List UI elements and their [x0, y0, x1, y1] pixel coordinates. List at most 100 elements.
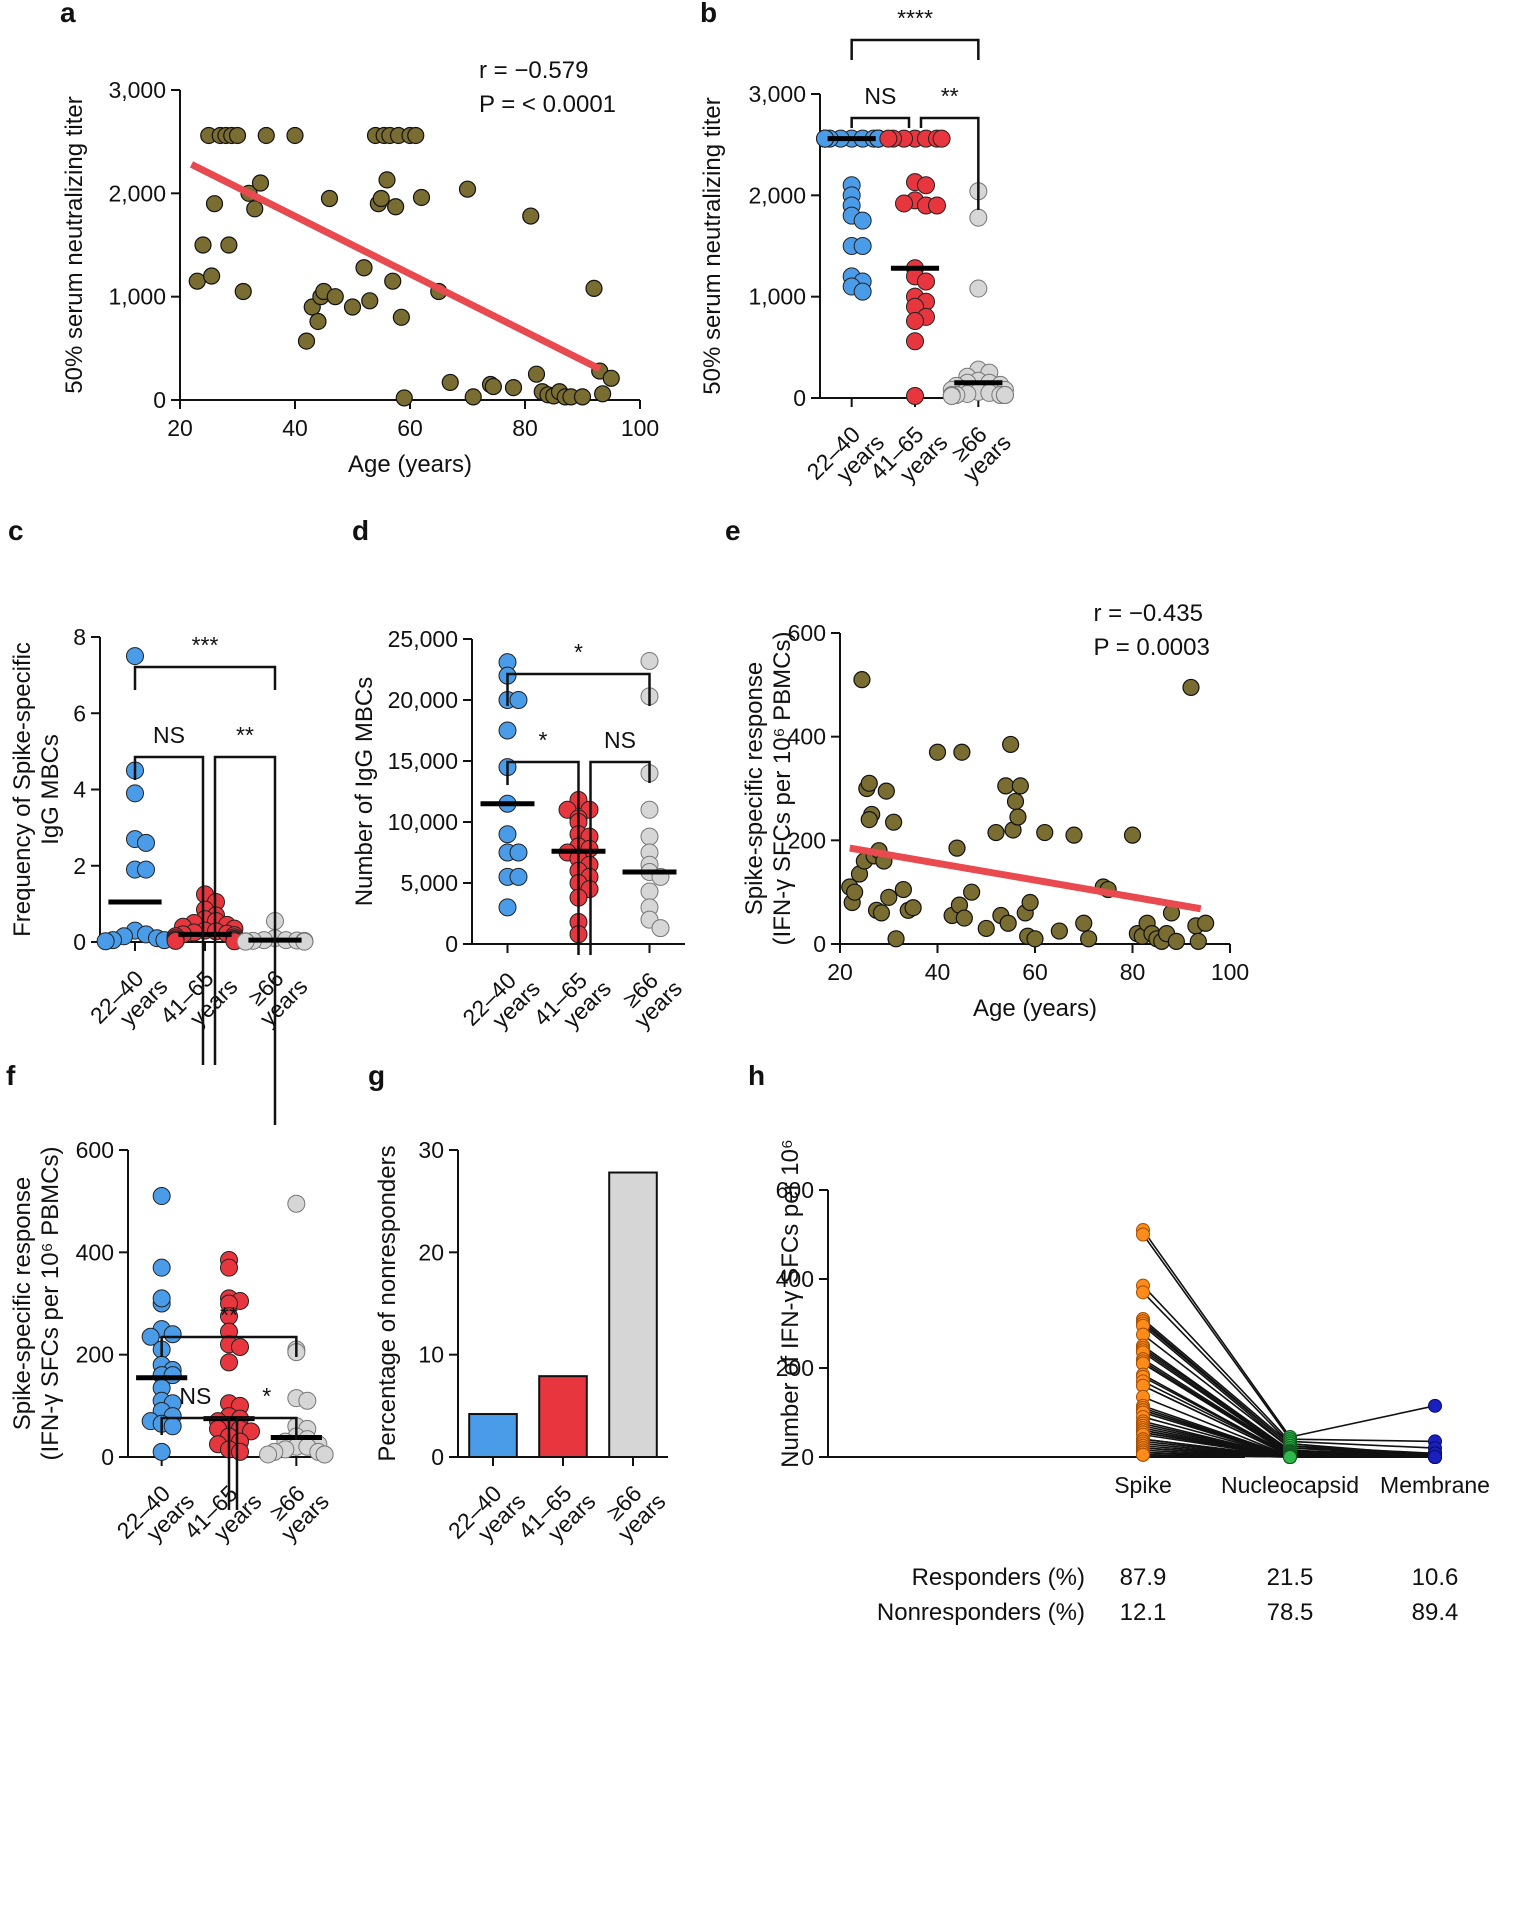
significance-bracket: [589, 760, 651, 955]
table-cell: 21.5: [1267, 1564, 1314, 1591]
data-point: [640, 827, 659, 846]
significance-bracket: [850, 116, 911, 128]
data-point: [141, 1327, 160, 1346]
y-axis-label: Number of IFN-γ SFCs per 10⁶: [777, 1139, 804, 1468]
data-point: [522, 207, 540, 225]
data-point: [458, 180, 477, 198]
data-point: [509, 843, 528, 862]
data-point: [484, 377, 502, 396]
bar: [538, 1375, 588, 1458]
data-point: [906, 311, 924, 330]
1-ytick-label: 1,000: [748, 284, 806, 310]
y-axis-label-line1: Frequency of Spike-specific: [9, 642, 36, 937]
y-axis-label-line2: (IFN-γ SFCs per 10⁶ PBMCs): [769, 632, 796, 946]
data-point: [853, 237, 872, 255]
data-point: [860, 810, 878, 829]
data-point: [846, 883, 864, 901]
significance-label: *: [539, 727, 548, 753]
p-value: P = 0.0003: [1094, 634, 1210, 661]
p-value: P = < 0.0001: [479, 91, 616, 118]
data-point: [1009, 808, 1027, 826]
category-label: Spike: [1114, 1472, 1172, 1498]
data-point: [879, 129, 898, 148]
2-ytick-label: 4: [73, 777, 86, 803]
4-ytick-label: 400: [788, 724, 826, 750]
data-point: [286, 126, 304, 145]
correlation-r: r = −0.579: [479, 57, 588, 84]
data-point: [1021, 893, 1039, 912]
y-axis-label-line1: Spike-specific response: [9, 1177, 36, 1430]
x-axis-label: Age (years): [973, 995, 1097, 1022]
data-point: [355, 259, 373, 277]
data-point: [220, 1353, 238, 1372]
y-axis-label-line1: Spike-specific response: [741, 662, 768, 915]
3-ytick-label: 15,000: [388, 748, 458, 774]
7-ytick-label: 200: [776, 1355, 814, 1381]
6-ytick-label: 30: [418, 1137, 444, 1163]
data-point: [464, 388, 482, 406]
significance-label: *: [262, 1383, 271, 1409]
significance-bracket: [213, 755, 277, 1125]
significance-label: NS: [153, 722, 185, 748]
data-point: [441, 373, 459, 392]
data-point: [1011, 777, 1029, 795]
data-point: [928, 196, 946, 215]
significance-bracket: [160, 1335, 298, 1357]
data-point: [259, 1445, 278, 1464]
significance-bracket: [506, 760, 580, 955]
data-point: [955, 909, 973, 927]
data-point: [885, 813, 903, 831]
data-point: [251, 174, 270, 192]
xtick-label: 80: [512, 415, 538, 441]
data-point: [203, 267, 221, 285]
data-point: [1075, 914, 1093, 932]
data-point: [1026, 930, 1044, 948]
y-axis-label: Percentage of nonresponders: [374, 1145, 401, 1461]
data-point: [640, 882, 659, 901]
data-point: [1036, 823, 1054, 842]
table-cell: 89.4: [1412, 1599, 1459, 1626]
4-ytick-label: 0: [813, 931, 826, 957]
3-ytick-label: 5,000: [400, 870, 458, 896]
data-point: [372, 189, 390, 208]
significance-bracket: [133, 665, 277, 690]
paired-lines: [1142, 1229, 1436, 1458]
2-ytick-label: 8: [73, 624, 86, 650]
significance-bracket: [919, 116, 980, 210]
1-ytick-label: 3,000: [748, 81, 806, 107]
5-ytick-label: 0: [101, 1444, 114, 1470]
panel-b: b 0 1,000 2,000 3,000 50% serum neutralizing …: [699, 0, 1016, 487]
panel-label: f: [6, 1060, 16, 1091]
panel-d: d 0 5,000 10,000 15,000 20,000 25,000 Number of…: [351, 515, 687, 1033]
data-point: [309, 312, 327, 331]
data-point: [1002, 735, 1020, 754]
4-ytick-label: 600: [788, 620, 826, 646]
nucleocapsid-point: [1283, 1450, 1297, 1464]
data-point: [987, 823, 1005, 842]
data-point: [378, 171, 396, 189]
2-ytick-label: 0: [73, 929, 86, 955]
data-point: [853, 671, 871, 689]
data-point: [887, 930, 905, 948]
data-point: [395, 389, 413, 407]
5-ytick-label: 200: [76, 1342, 114, 1368]
3-ytick-label: 20,000: [388, 687, 458, 713]
data-point: [969, 279, 988, 298]
data-point: [906, 332, 924, 351]
data-point: [297, 332, 316, 350]
data-point: [906, 386, 924, 405]
data-point: [504, 379, 523, 397]
data-point: [257, 126, 275, 145]
significance-label: NS: [179, 1383, 211, 1409]
data-point: [126, 784, 144, 803]
significance-label: *: [574, 639, 583, 665]
xtick-label: 40: [282, 415, 308, 441]
data-point: [1050, 922, 1068, 940]
3-ytick-label: 25,000: [388, 626, 458, 652]
data-point: [152, 1258, 171, 1277]
significance-label: **: [220, 1302, 238, 1328]
6-ytick-label: 0: [431, 1444, 444, 1470]
1-ytick-label: 2,000: [748, 182, 806, 208]
data-point: [877, 782, 895, 800]
